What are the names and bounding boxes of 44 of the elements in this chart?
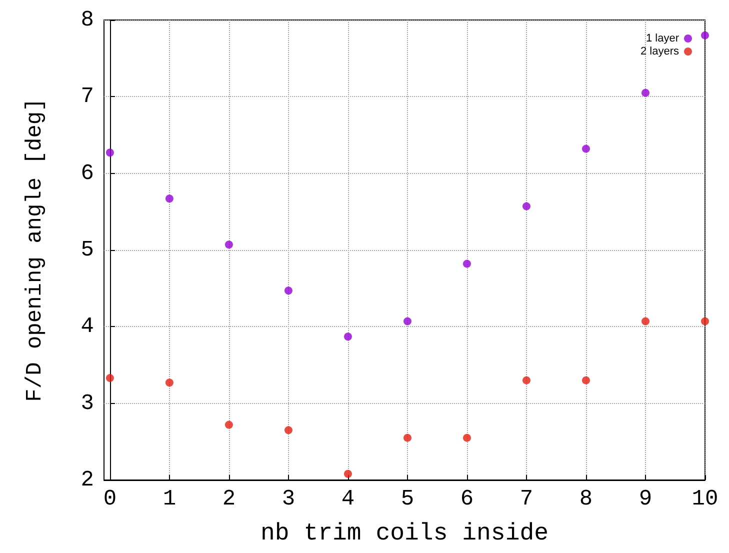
point [701, 317, 709, 326]
point [462, 260, 471, 268]
point [165, 378, 174, 387]
point [642, 88, 650, 97]
y-tick-label: 6 [80, 160, 94, 186]
x-tick-label: 5 [400, 486, 414, 512]
point [522, 376, 530, 384]
x-tick-label: 1 [162, 486, 176, 512]
point [642, 317, 650, 326]
x-tick-label: 6 [460, 486, 474, 512]
point [224, 420, 233, 429]
point [106, 148, 114, 157]
point [284, 286, 292, 295]
y-tick-label: 7 [80, 84, 94, 110]
point [106, 374, 114, 382]
x-tick-label: 8 [579, 486, 593, 512]
point [165, 194, 174, 203]
point [522, 202, 530, 210]
point [403, 434, 412, 442]
legend-label: 1 layer [646, 32, 680, 44]
point [344, 332, 352, 341]
x-tick-label: 9 [638, 486, 652, 512]
y-tick-label: 8 [80, 8, 94, 32]
legend-label: 2 layers [640, 46, 680, 58]
point [582, 376, 590, 384]
point [701, 31, 709, 40]
y-tick-label: 4 [80, 314, 94, 340]
y-tick-label: 5 [80, 238, 94, 262]
y-tick-label: 2 [80, 468, 94, 492]
x-tick-label: 7 [520, 486, 534, 512]
x-tick-label: 4 [341, 486, 355, 512]
point [284, 426, 292, 434]
point [462, 434, 471, 442]
point [403, 317, 412, 326]
point [344, 470, 352, 478]
y-axis-title: F/D opening angle [deg] [22, 98, 48, 402]
x-tick-label: 2 [222, 486, 236, 512]
point [582, 144, 590, 153]
x-tick-label: 3 [282, 486, 296, 512]
point [224, 240, 233, 249]
x-tick-label: 0 [103, 486, 117, 512]
x-tick-label: 10 [692, 486, 718, 512]
y-tick-label: 3 [80, 390, 94, 416]
x-axis-title: nb trim coils inside [260, 520, 549, 548]
